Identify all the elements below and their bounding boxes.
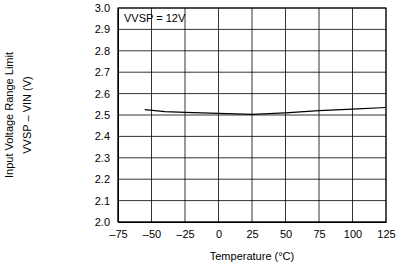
series-group [145,108,386,115]
y-tick: 3.0 [95,2,118,14]
y-axis-title: Input Voltage Range Limit [3,52,15,178]
x-tick: –75 [109,222,127,240]
y-tick: 2.6 [95,88,118,100]
y-tick-label: 2.8 [95,45,110,57]
x-tick-label: 25 [246,228,258,240]
y-tick: 2.4 [95,130,118,142]
y-tick: 2.2 [95,173,118,185]
y-tick: 2.1 [95,195,118,207]
grid-line [118,29,386,30]
y-tick: 2.3 [95,152,118,164]
y-tick: 2.7 [95,66,118,78]
x-tick: –25 [176,222,194,240]
x-tick: 0 [216,222,222,240]
y-axis-title: VVSP – VIN (V) [21,76,33,153]
grid-line [118,93,386,94]
y-tick-label: 2.1 [95,195,110,207]
x-tick-label: 100 [344,228,362,240]
x-tick: 25 [246,222,258,240]
x-tick-label: 125 [377,228,395,240]
x-tick-label: 50 [280,228,292,240]
grid-line [118,50,386,51]
grid-line [118,157,386,158]
series-line [145,108,386,115]
y-tick: 2.8 [95,45,118,57]
x-tick-label: –50 [143,228,161,240]
x-tick: 75 [313,222,325,240]
grid-line [118,179,386,180]
x-tick: 50 [280,222,292,240]
x-axis: –75 –50 –25 0 25 50 75 100 125 [109,222,395,240]
x-tick-label: –25 [176,228,194,240]
y-tick: 2.9 [95,23,118,35]
y-tick-label: 2.0 [95,216,110,228]
x-tick-label: –75 [109,228,127,240]
grid-line [118,200,386,201]
y-tick: 2.5 [95,109,118,121]
x-tick-label: 0 [216,228,222,240]
x-tick-label: 75 [313,228,325,240]
y-tick-label: 2.2 [95,173,110,185]
y-tick-label: 2.9 [95,23,110,35]
y-tick-label: 2.5 [95,109,110,121]
y-tick: 2.0 [95,216,118,228]
grid-line [118,72,386,73]
x-tick: 125 [377,222,395,240]
y-tick-label: 2.6 [95,88,110,100]
x-tick: –50 [143,222,161,240]
y-tick-label: 2.3 [95,152,110,164]
plot-frame [118,8,386,222]
y-axis: 2.0 2.1 2.2 2.3 2.4 2.5 2.6 2.7 2.8 2.9 3.0 [95,2,119,228]
x-axis-title: Temperature (°C) [210,250,294,262]
grid [118,8,386,222]
y-tick-label: 2.7 [95,66,110,78]
y-tick-label: 3.0 [95,2,110,14]
x-tick: 100 [344,222,362,240]
grid-line [118,136,386,137]
y-tick-label: 2.4 [95,130,110,142]
plot: –75 –50 –25 0 25 50 75 100 125 2.0 2.1 2.2 2.3 2.4 2.5… [95,2,396,240]
annotation: VVSP = 12V [124,12,186,24]
